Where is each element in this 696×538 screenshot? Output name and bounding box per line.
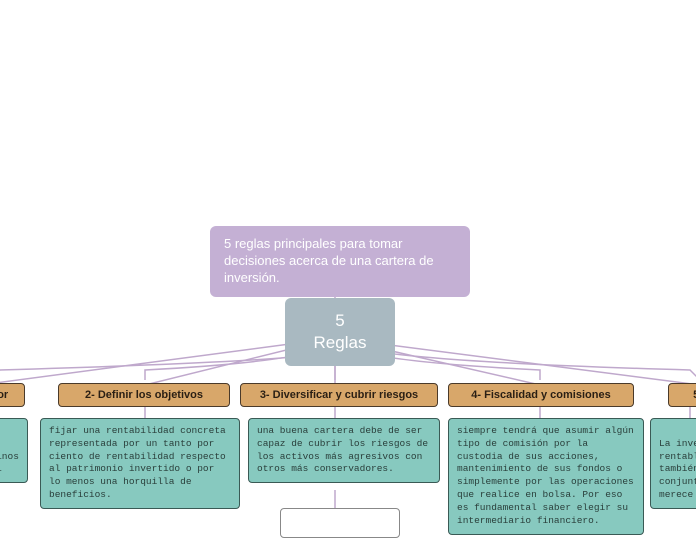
detail-5: La inve rentabl también conjunt merece — [650, 418, 696, 509]
branch-1: rsor — [0, 383, 25, 407]
detail-4: siempre tendrá que asumir algún tipo de … — [448, 418, 644, 535]
branch-2: 2- Definir los objetivos — [58, 383, 230, 407]
child-node-blank — [280, 508, 400, 538]
branch-4: 4- Fiscalidad y comisiones — [448, 383, 634, 407]
branch-3: 3- Diversificar y cubrir riesgos — [240, 383, 438, 407]
branch-3-label: 3- Diversificar y cubrir riesgos — [260, 389, 418, 401]
hub-node: 5 Reglas — [285, 298, 395, 366]
branch-1-label: rsor — [0, 389, 8, 401]
branch-4-label: 4- Fiscalidad y comisiones — [471, 389, 610, 401]
detail-3-text: una buena cartera debe de ser capaz de c… — [257, 425, 428, 474]
detail-4-text: siempre tendrá que asumir algún tipo de … — [457, 425, 634, 526]
detail-1: o y érminos a el — [0, 418, 28, 483]
root-node: 5 reglas principales para tomar decision… — [210, 226, 470, 297]
detail-1-text: o y érminos a el — [0, 438, 19, 475]
detail-3: una buena cartera debe de ser capaz de c… — [248, 418, 440, 483]
branch-5: 5- — [668, 383, 696, 407]
hub-text: 5 Reglas — [314, 311, 367, 352]
detail-2: fijar una rentabilidad concreta represen… — [40, 418, 240, 509]
branch-2-label: 2- Definir los objetivos — [85, 389, 203, 401]
detail-5-text: La inve rentabl también conjunt merece — [659, 438, 696, 500]
root-text: 5 reglas principales para tomar decision… — [224, 236, 434, 285]
detail-2-text: fijar una rentabilidad concreta represen… — [49, 425, 226, 500]
